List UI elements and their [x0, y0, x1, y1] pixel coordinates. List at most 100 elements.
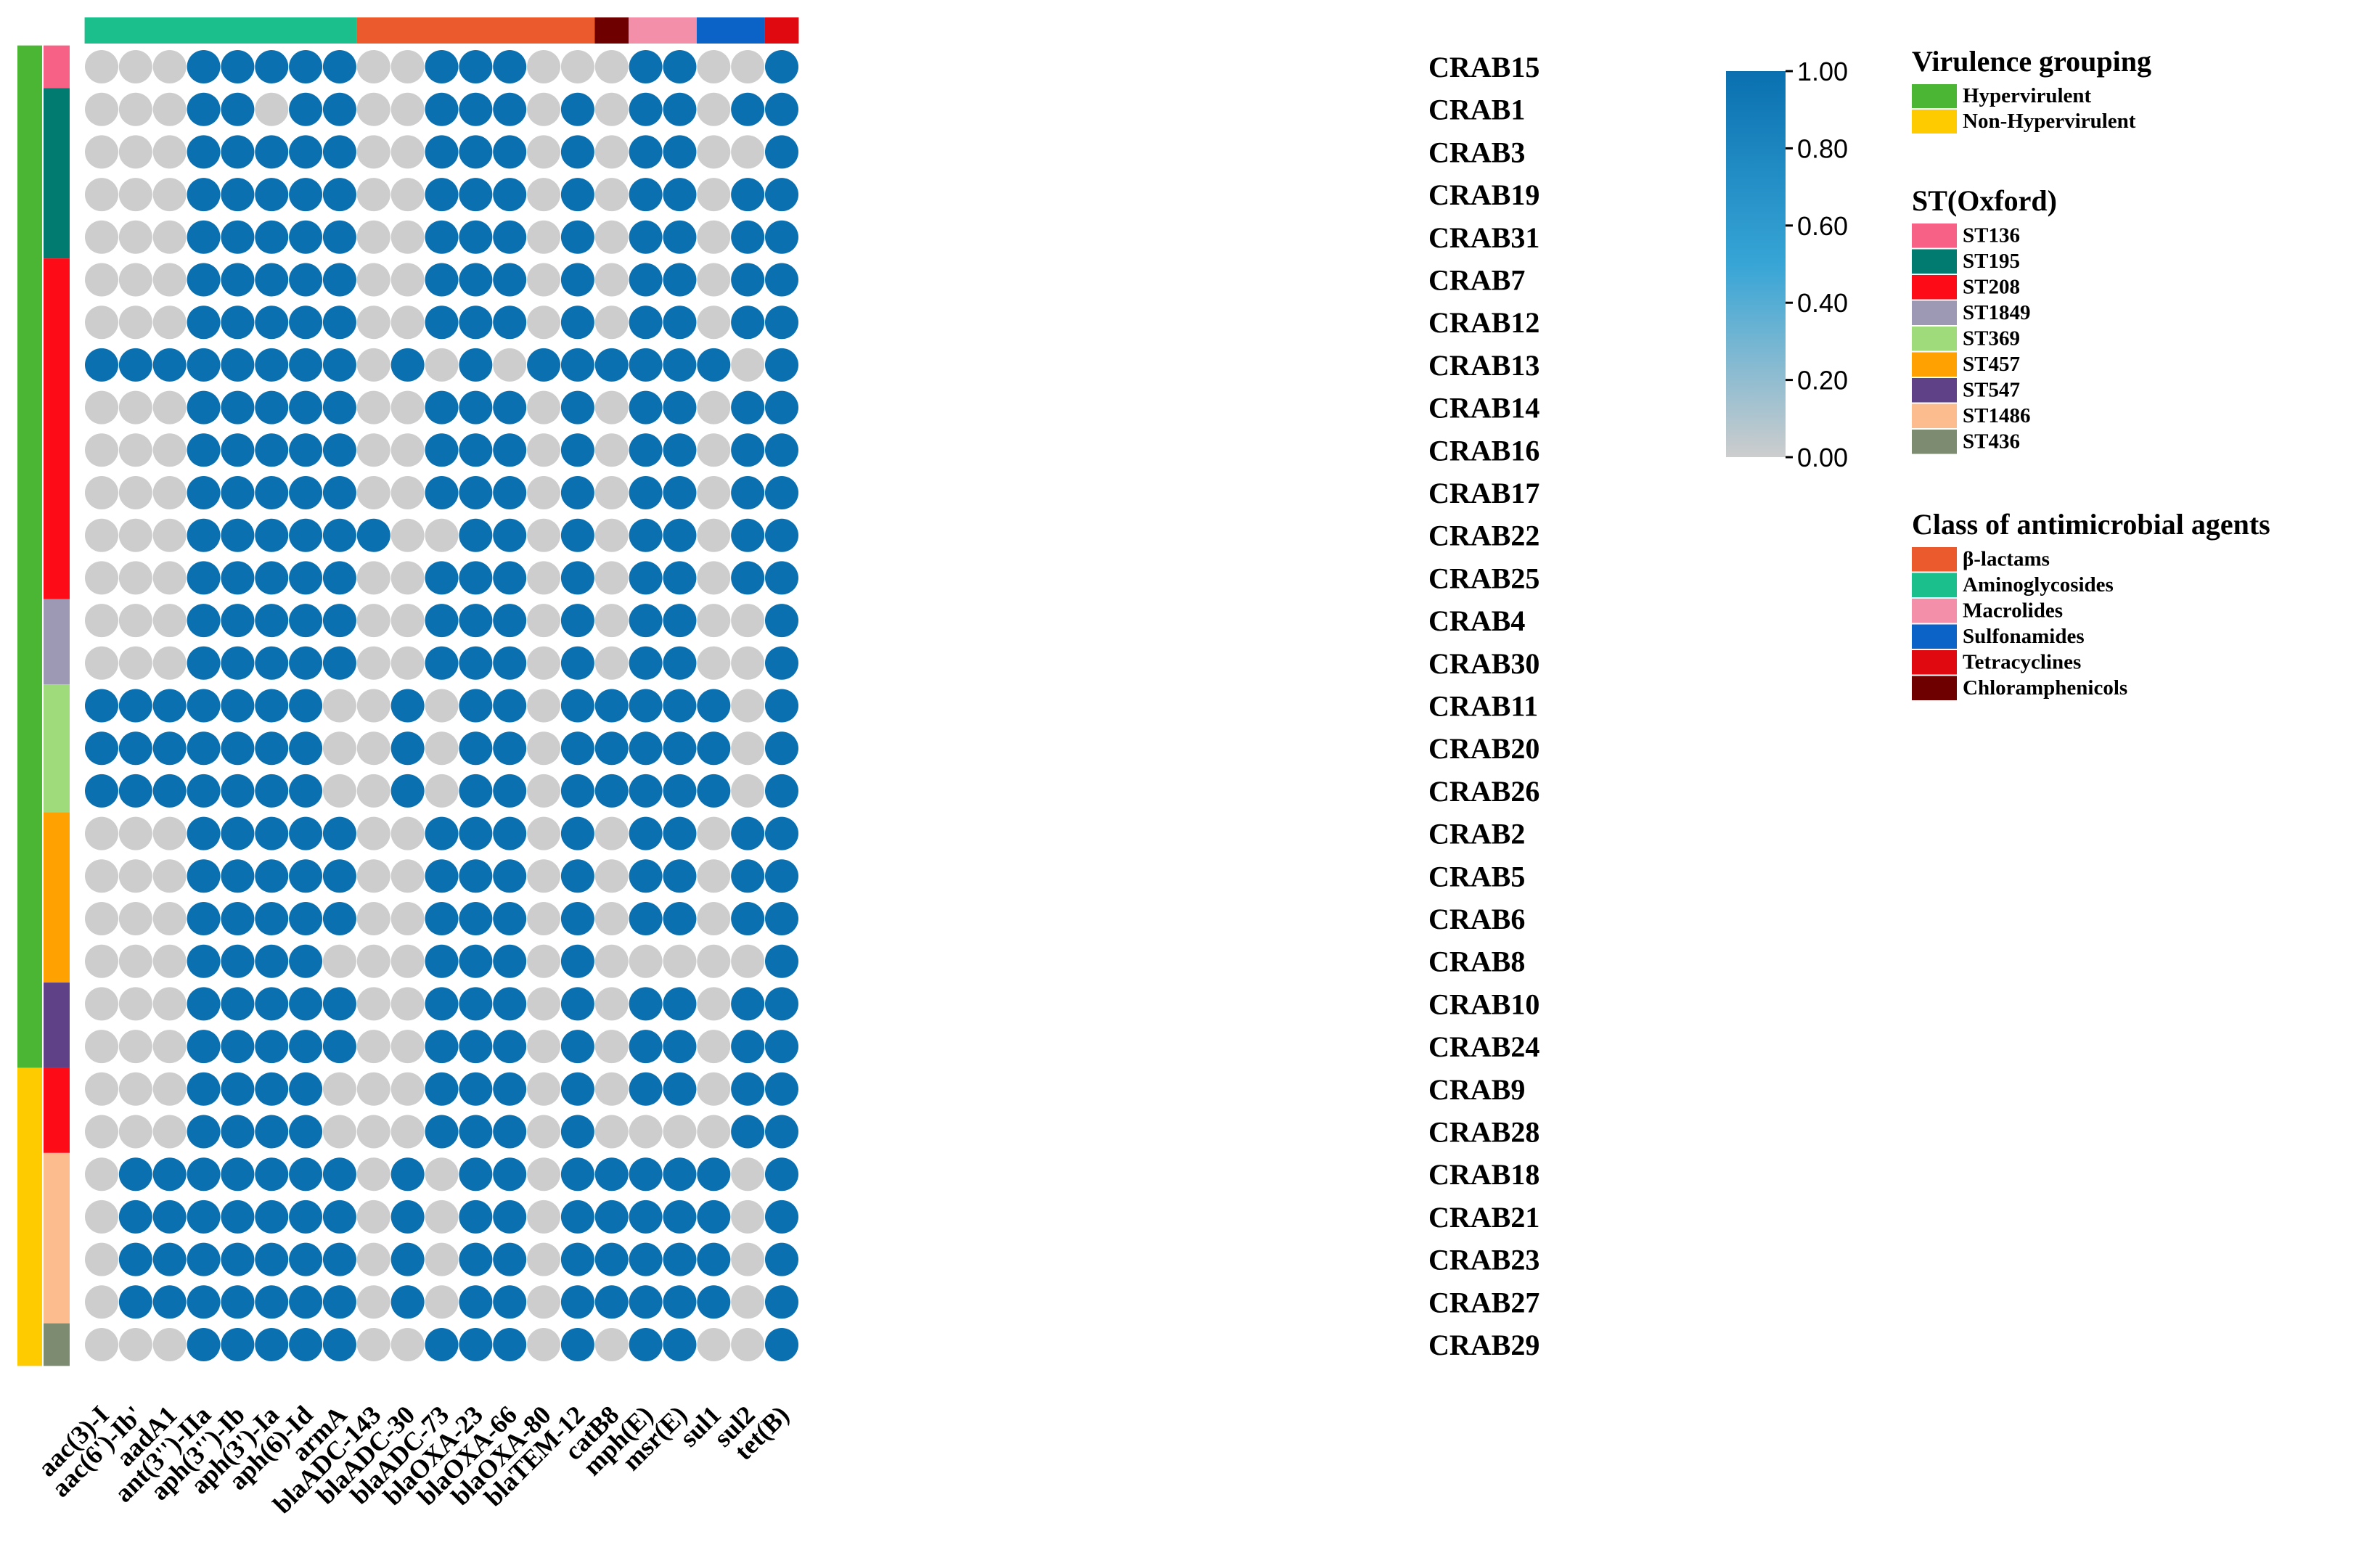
dot-crab21-aph-3-ib	[221, 1199, 255, 1234]
dot-crab19-blaadc-30	[390, 178, 425, 212]
dot-crab27-aada1	[152, 1285, 187, 1319]
dot-crab12-arma	[322, 305, 356, 340]
dot-crab23-blaadc-30	[390, 1242, 425, 1276]
dot-crab7-ant-3-iia	[187, 263, 221, 297]
dot-crab26-blatem-12	[560, 774, 594, 808]
legend-swatch	[1912, 573, 1957, 597]
dot-crab15-sul2	[731, 50, 765, 83]
dot-crab17-aph-3-ib	[221, 476, 255, 509]
dot-crab24-aph-6-id	[289, 1030, 323, 1064]
dot-crab18-catb8	[594, 1157, 629, 1192]
dot-crab30-blaadc-143	[356, 646, 390, 680]
legend-swatch	[1912, 110, 1957, 134]
dot-crab6-aac-3-i	[85, 902, 118, 935]
dot-crab30-tet-b	[765, 646, 798, 680]
dot-crab24-blaadc-30	[390, 1030, 425, 1064]
dot-crab11-blaoxa-80	[527, 689, 561, 723]
dot-crab31-aph-3-ib	[221, 220, 255, 254]
dot-crab8-aph-3-ia	[255, 944, 289, 978]
dot-crab24-tet-b	[765, 1030, 798, 1064]
dot-crab31-msr-e	[663, 220, 697, 254]
dot-crab13-blaoxa-80	[527, 348, 561, 382]
dot-crab16-sul2	[731, 433, 765, 467]
dot-crab27-aac-6-ib	[118, 1285, 152, 1319]
isolate-label: CRAB18	[1428, 1158, 1539, 1191]
dot-crab29-blaadc-73	[425, 1328, 459, 1361]
dot-crab20-ant-3-iia	[187, 731, 221, 766]
dot-crab16-blaadc-143	[356, 433, 390, 467]
dot-crab23-blaoxa-80	[527, 1242, 561, 1276]
isolate-label: CRAB3	[1428, 136, 1525, 168]
dot-crab26-aada1	[152, 774, 187, 808]
dot-crab6-aph-3-ia	[255, 902, 289, 935]
dot-crab24-sul1	[697, 1030, 731, 1064]
isolate-label: CRAB19	[1428, 179, 1539, 211]
dot-crab17-blaadc-30	[390, 476, 425, 509]
dot-crab27-tet-b	[765, 1285, 798, 1319]
dot-crab27-mph-e	[629, 1285, 663, 1319]
class-segment-chloramphenicols	[594, 17, 629, 44]
dot-crab19-msr-e	[663, 178, 697, 212]
dot-crab6-catb8	[594, 902, 629, 935]
legend-swatch	[1912, 352, 1957, 377]
dot-crab1-blaoxa-80	[527, 92, 561, 126]
dot-crab29-aac-6-ib	[118, 1328, 152, 1361]
dot-crab25-blatem-12	[560, 561, 594, 595]
class-segment-lactams	[356, 17, 595, 44]
dot-crab21-blaadc-30	[390, 1199, 425, 1234]
dot-crab25-blaoxa-23	[459, 561, 493, 595]
dot-crab25-blaoxa-80	[527, 561, 561, 595]
dot-crab1-blaoxa-23	[459, 92, 493, 126]
dot-crab1-blaadc-30	[390, 92, 425, 126]
dot-crab24-blaoxa-23	[459, 1030, 493, 1064]
legend-label: ST369	[1963, 327, 2020, 350]
dot-crab7-blaoxa-66	[493, 263, 527, 297]
dot-crab30-aph-6-id	[289, 646, 323, 680]
dot-crab18-arma	[322, 1157, 356, 1192]
dot-crab24-blaoxa-66	[493, 1030, 527, 1064]
dot-crab28-blatem-12	[560, 1115, 594, 1149]
dot-crab4-arma	[322, 604, 356, 638]
dot-crab25-aada1	[152, 561, 187, 595]
dot-crab4-blatem-12	[560, 604, 594, 638]
dot-crab29-blaadc-30	[390, 1328, 425, 1361]
legend-swatch	[1912, 275, 1957, 300]
legend-label: ST1849	[1963, 301, 2030, 324]
dot-crab12-aac-6-ib	[118, 305, 152, 340]
dot-crab23-aph-3-ia	[255, 1242, 289, 1276]
dot-crab12-sul1	[697, 305, 731, 340]
dot-crab23-sul1	[697, 1242, 731, 1276]
dot-crab27-blaadc-73	[425, 1285, 459, 1319]
dot-crab23-blaoxa-66	[493, 1242, 527, 1276]
dot-crab22-blaadc-73	[425, 518, 459, 552]
dot-crab3-catb8	[594, 135, 629, 169]
dot-crab10-blaadc-73	[425, 987, 459, 1021]
dot-crab5-blaadc-73	[425, 859, 459, 893]
dot-crab27-aph-3-ib	[221, 1285, 255, 1319]
dot-crab4-msr-e	[663, 604, 697, 638]
dot-crab2-blaoxa-66	[493, 816, 527, 850]
dot-crab15-arma	[322, 50, 356, 83]
dot-crab9-msr-e	[663, 1072, 697, 1106]
dot-crab26-aph-6-id	[289, 774, 323, 808]
dot-crab2-blaadc-73	[425, 816, 459, 850]
dot-crab17-blaoxa-80	[527, 476, 561, 509]
legend-title-st: ST(Oxford)	[1912, 184, 2057, 217]
isolate-label: CRAB15	[1428, 51, 1539, 83]
dot-crab13-arma	[322, 348, 356, 382]
dot-crab2-aada1	[152, 816, 187, 850]
dot-crab14-blaoxa-23	[459, 390, 493, 425]
dot-crab19-mph-e	[629, 178, 663, 212]
legend-label: ST457	[1963, 353, 2020, 376]
colorbar-tick-label: 0.40	[1797, 288, 1848, 318]
dot-crab12-blaoxa-80	[527, 305, 561, 340]
dot-crab26-aac-3-i	[85, 774, 118, 808]
dot-crab20-mph-e	[629, 731, 663, 766]
dot-crab9-mph-e	[629, 1072, 663, 1106]
dot-crab10-blatem-12	[560, 987, 594, 1021]
dot-crab14-msr-e	[663, 390, 697, 425]
dot-crab3-blatem-12	[560, 135, 594, 169]
dot-crab14-sul2	[731, 390, 765, 425]
dot-crab3-sul1	[697, 135, 731, 169]
dot-crab6-arma	[322, 902, 356, 935]
